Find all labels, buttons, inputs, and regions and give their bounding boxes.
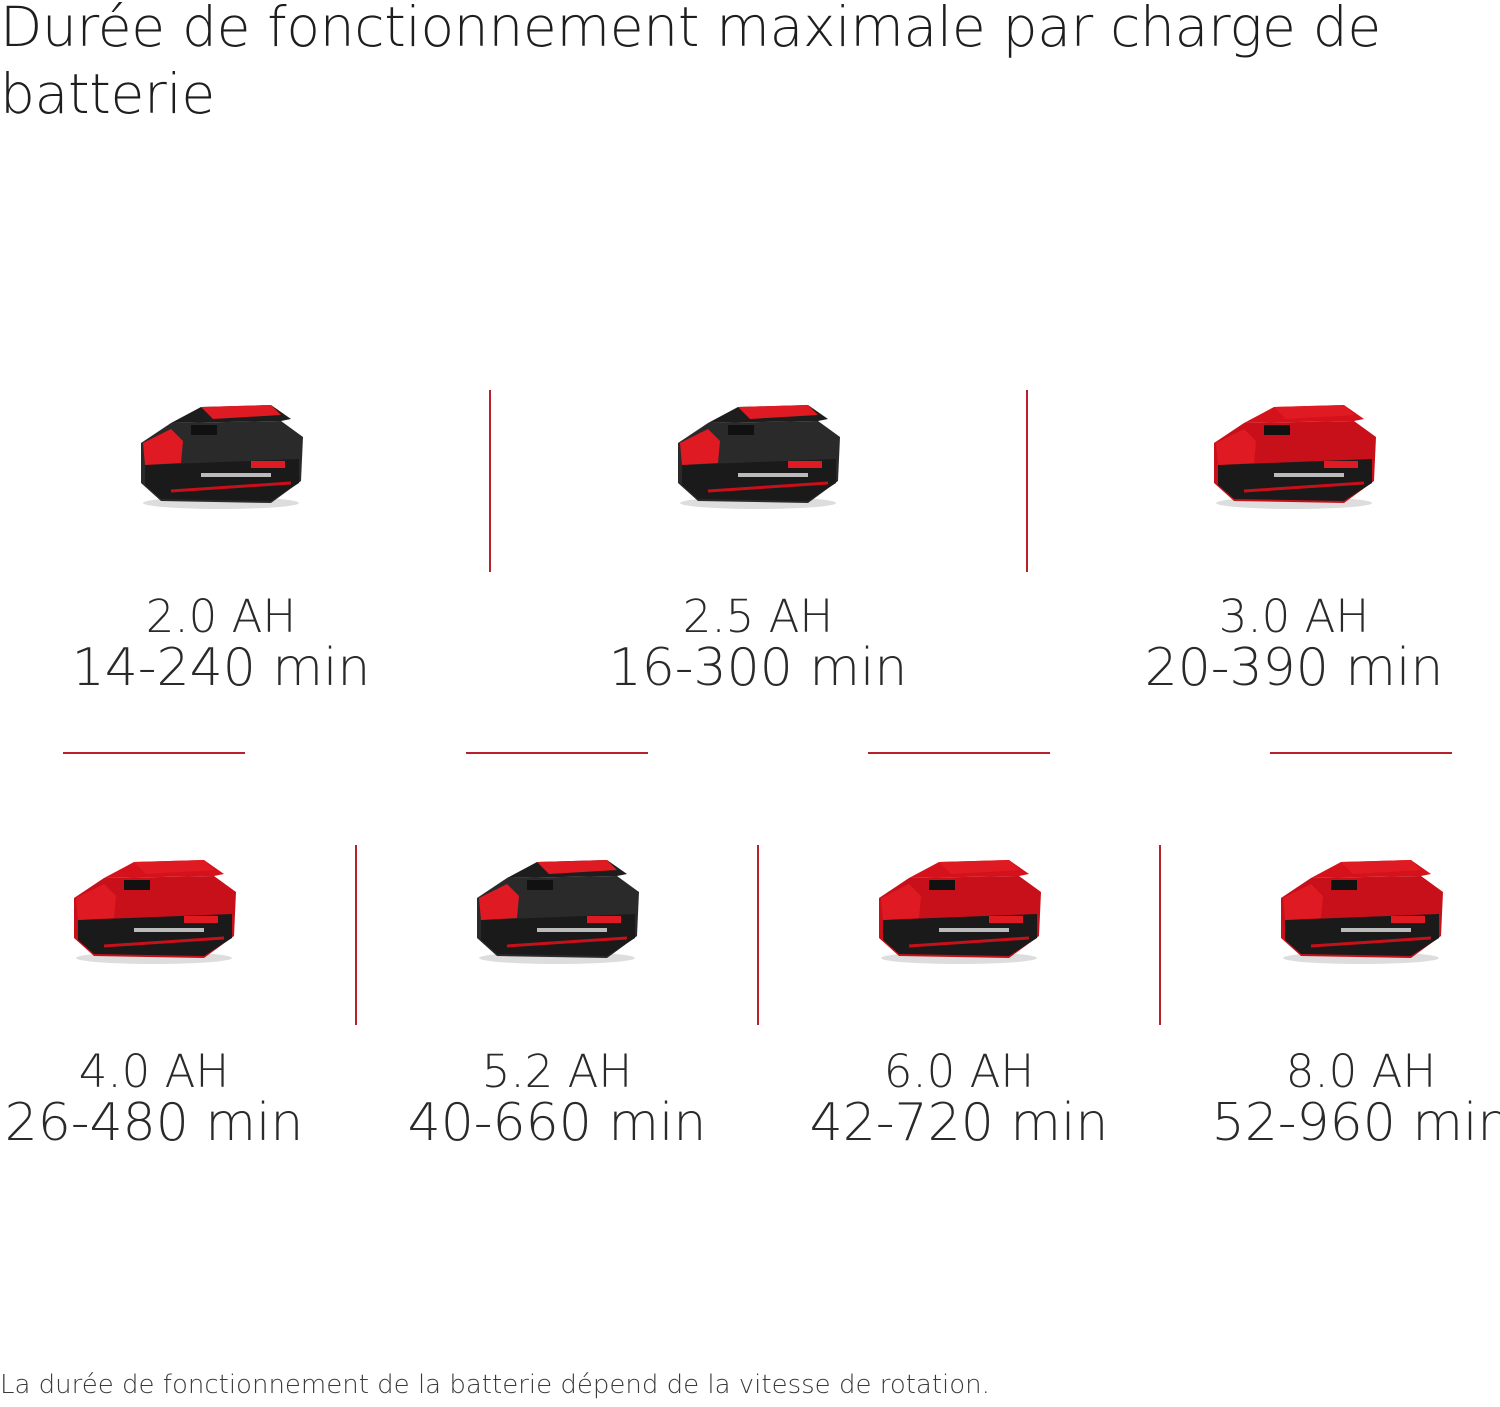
battery-item-3-0ah: 3.0 AH 20-390 min [1114, 385, 1474, 695]
capacity-label: 2.5 AH [682, 590, 834, 643]
battery-image [141, 405, 303, 509]
capacity-label: 4.0 AH [78, 1045, 230, 1098]
divider [1270, 752, 1452, 754]
battery-image [1214, 405, 1376, 509]
divider [489, 390, 491, 572]
page-title: Durée de fonctionnement maximale par cha… [0, 0, 1381, 126]
battery-item-8-0ah: 8.0 AH 52-960 min [1181, 840, 1500, 1150]
battery-image [477, 860, 639, 964]
divider [1026, 390, 1028, 572]
battery-image [879, 860, 1041, 964]
capacity-label: 6.0 AH [883, 1045, 1035, 1098]
divider [355, 845, 357, 1025]
runtime-label: 20-390 min [1144, 638, 1444, 698]
runtime-label: 42-720 min [809, 1093, 1109, 1153]
divider [466, 752, 648, 754]
divider [1159, 845, 1161, 1025]
runtime-label: 16-300 min [608, 638, 908, 698]
divider [757, 845, 759, 1025]
battery-item-5-2ah: 5.2 AH 40-660 min [377, 840, 737, 1150]
battery-item-2-5ah: 2.5 AH 16-300 min [578, 385, 938, 695]
runtime-label: 40-660 min [407, 1093, 707, 1153]
runtime-label: 52-960 min [1211, 1093, 1500, 1153]
battery-item-6-0ah: 6.0 AH 42-720 min [779, 840, 1139, 1150]
divider [868, 752, 1050, 754]
divider [63, 752, 245, 754]
battery-item-2-0ah: 2.0 AH 14-240 min [41, 385, 401, 695]
battery-image [74, 860, 236, 964]
capacity-label: 2.0 AH [145, 590, 297, 643]
runtime-label: 14-240 min [71, 638, 371, 698]
capacity-label: 3.0 AH [1218, 590, 1370, 643]
footnote: La durée de fonctionnement de la batteri… [0, 1370, 990, 1400]
battery-image [678, 405, 840, 509]
battery-item-4-0ah: 4.0 AH 26-480 min [0, 840, 334, 1150]
battery-image [1281, 860, 1443, 964]
capacity-label: 8.0 AH [1285, 1045, 1437, 1098]
capacity-label: 5.2 AH [481, 1045, 633, 1098]
runtime-label: 26-480 min [4, 1093, 304, 1153]
